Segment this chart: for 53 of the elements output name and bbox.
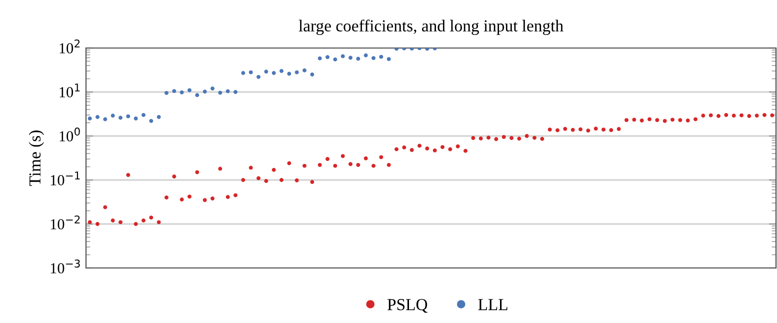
point [156,115,161,119]
point [210,86,214,90]
point [164,91,168,95]
point [110,114,115,118]
point [364,53,368,58]
point [372,56,376,60]
point [218,90,222,95]
point [149,118,154,123]
point [280,69,284,73]
y-tick-label: 10$^{0}$ [60,128,80,142]
point [180,90,184,94]
y-tick-label: 10$^{1}$ [60,84,80,98]
point [386,57,391,62]
point [410,48,414,51]
point [103,117,108,122]
point [142,113,146,117]
point [310,72,314,76]
point [425,48,430,51]
chart-title: large coefficients, and long input length [298,20,564,35]
point [256,74,260,79]
point [318,56,322,60]
point [134,116,138,120]
point [96,115,100,119]
legend-label: LLL [478,299,508,310]
y-tick-label: 10$^{2}$ [60,40,80,54]
point [394,48,398,51]
y-tick-label: 10$^{−2}$ [50,216,80,230]
point [226,89,230,94]
point [202,90,207,94]
point [234,90,238,94]
point [272,71,276,75]
point [326,55,330,60]
point [118,116,122,120]
y-axis-title: Time (s) [28,130,44,186]
point [287,72,292,76]
point [172,89,176,94]
point [302,68,306,72]
point [294,70,299,74]
point [241,71,246,75]
point [356,56,360,61]
y-tick-label: 10$^{−1}$ [50,172,80,186]
point [195,93,200,98]
point [379,54,384,59]
legend-label: PSLQ [388,299,428,313]
point [88,116,92,120]
point [248,70,253,74]
point [340,54,345,58]
point [348,56,352,60]
point [333,57,338,62]
point [126,114,130,118]
point [264,70,268,74]
point [188,88,192,92]
y-tick-label: 10$^{−3}$ [50,260,80,274]
